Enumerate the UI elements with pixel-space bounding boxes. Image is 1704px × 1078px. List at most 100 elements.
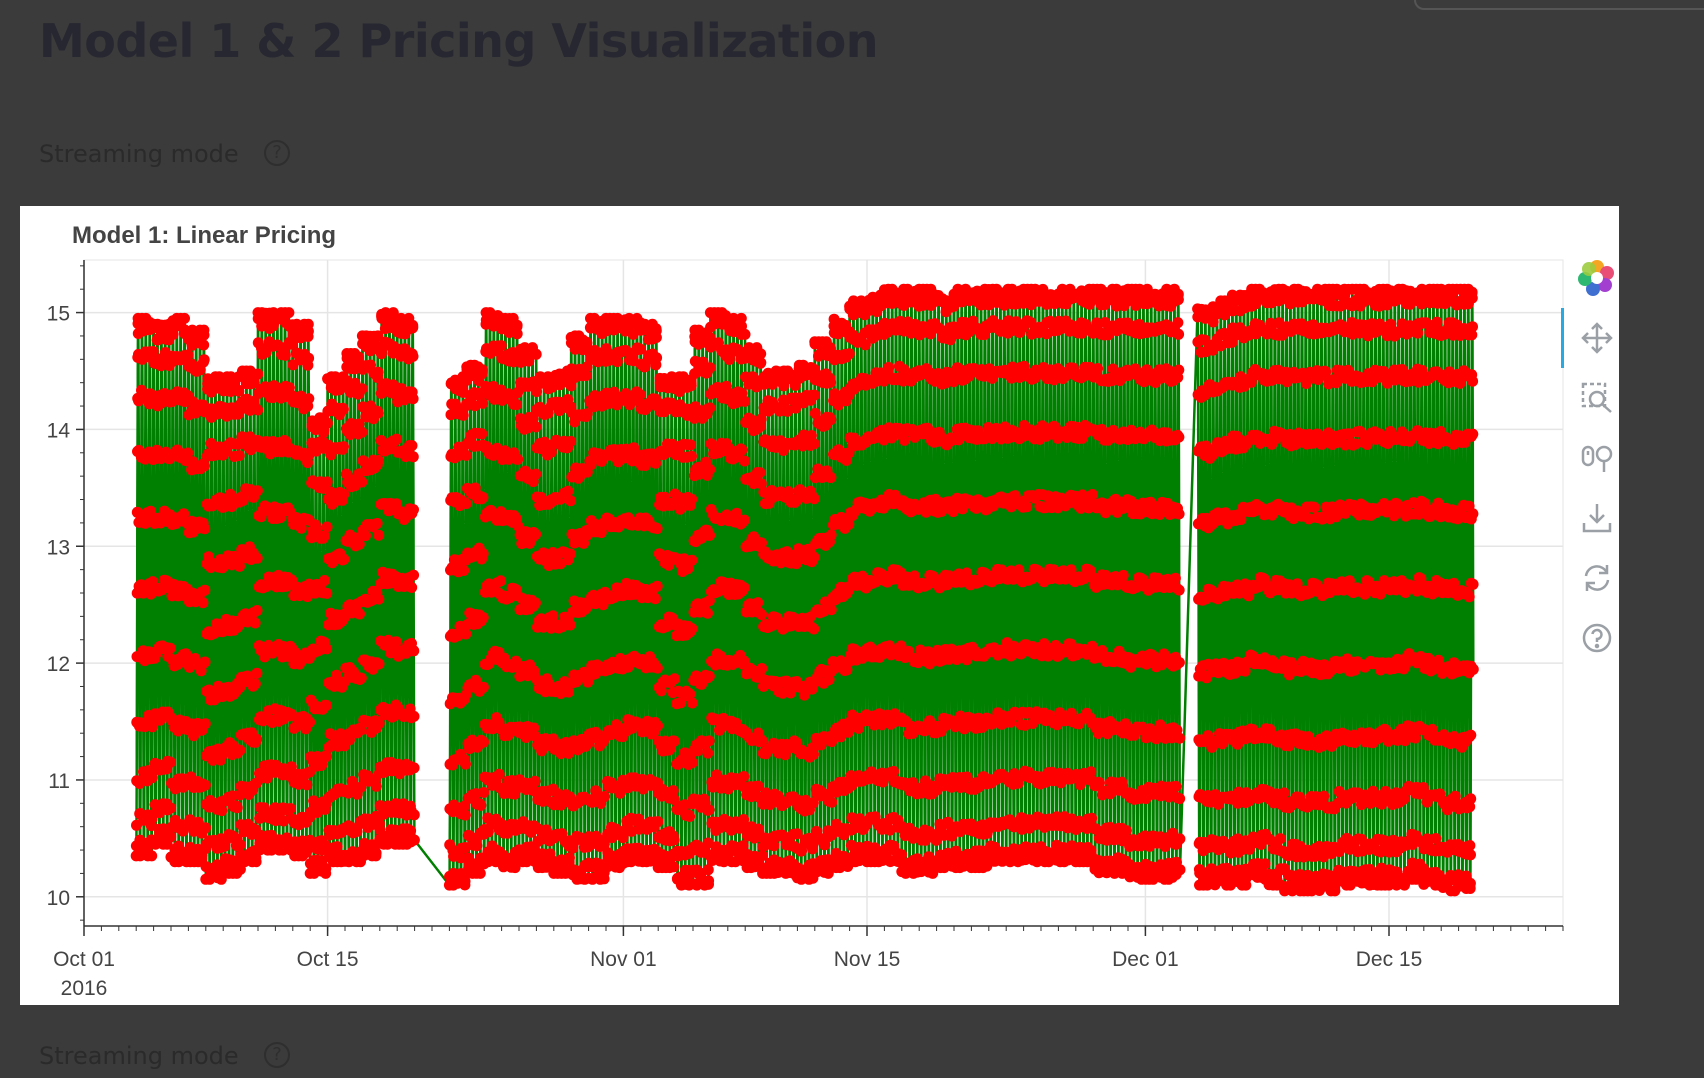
data-point (756, 609, 768, 621)
data-point (198, 329, 210, 341)
data-point (408, 710, 420, 722)
data-point (736, 444, 748, 456)
data-point (652, 816, 664, 828)
data-point (406, 440, 418, 452)
data-point (755, 357, 767, 369)
data-point (477, 548, 489, 560)
data-point (460, 449, 472, 461)
data-point (301, 779, 313, 791)
data-point (529, 597, 541, 609)
data-point (477, 397, 489, 409)
data-point (704, 402, 716, 414)
data-point (408, 569, 420, 581)
data-point (147, 346, 159, 357)
data-point (686, 450, 697, 462)
data-point (495, 575, 507, 587)
data-point (530, 528, 542, 540)
data-point (756, 663, 768, 674)
data-point (199, 460, 210, 472)
data-point (703, 670, 715, 682)
chart-panel[interactable]: 10 11 12 13 14 15 Oct 01 2016 Oct 15 Nov 01 Nov 15… (20, 206, 1619, 1005)
data-point (702, 607, 713, 619)
streaming-mode-toggle-top[interactable]: Streaming mode (39, 140, 239, 168)
data-point (564, 548, 576, 560)
data-point (145, 505, 156, 517)
data-point (295, 522, 307, 534)
data-point (372, 366, 384, 378)
data-point (233, 385, 245, 397)
data-point (279, 349, 291, 361)
data-point (476, 364, 488, 376)
data-point (649, 593, 661, 605)
page-title: Model 1 & 2 Pricing Visualization (39, 14, 879, 68)
data-point (249, 678, 261, 690)
data-point (146, 850, 158, 862)
data-point (512, 453, 524, 465)
data-point (373, 529, 385, 541)
data-point (167, 328, 179, 340)
data-point (231, 802, 243, 814)
data-point (459, 809, 471, 821)
data-point (164, 642, 176, 654)
data-point (530, 468, 542, 480)
data-point (355, 672, 367, 684)
data-point (182, 349, 194, 361)
question-icon[interactable]: ? (264, 140, 290, 166)
data-point (197, 597, 209, 609)
data-point (391, 433, 403, 445)
data-point (199, 584, 211, 596)
data-point (250, 856, 262, 868)
data-point (360, 530, 371, 542)
data-point (739, 395, 751, 407)
data-point (825, 414, 837, 426)
data-point (237, 494, 249, 506)
data-point (611, 356, 623, 368)
data-point (304, 716, 316, 728)
data-point (408, 645, 420, 657)
data-point (165, 802, 177, 814)
data-point (248, 377, 260, 389)
data-point (768, 840, 780, 852)
data-point (471, 840, 483, 852)
data-point (200, 822, 211, 834)
data-point (251, 667, 263, 679)
data-point (285, 803, 296, 814)
data-point (390, 636, 402, 648)
data-point (898, 434, 910, 446)
data-point (373, 455, 384, 466)
series-layer (130, 283, 1479, 897)
data-point (251, 605, 263, 616)
data-point (599, 791, 611, 802)
data-point (752, 597, 764, 609)
data-point (651, 352, 663, 364)
data-point (754, 467, 766, 479)
data-point (686, 757, 698, 769)
data-point (565, 495, 577, 507)
data-point (565, 435, 577, 447)
data-point (703, 875, 715, 887)
data-point (321, 521, 333, 533)
data-point (529, 775, 541, 787)
data-point (373, 593, 385, 605)
data-point (686, 697, 698, 709)
data-point (251, 733, 263, 745)
data-point (302, 325, 314, 337)
data-point (321, 643, 333, 655)
data-point (685, 380, 697, 392)
data-point (356, 426, 368, 438)
data-point (285, 761, 297, 773)
data-point (460, 498, 472, 510)
data-point (738, 582, 750, 594)
data-point (843, 348, 855, 360)
data-point (338, 553, 350, 565)
data-point (198, 354, 210, 366)
data-point (808, 493, 820, 505)
data-point (808, 748, 819, 760)
data-point (234, 560, 245, 572)
data-point (303, 393, 315, 405)
data-point (252, 368, 264, 380)
data-point (826, 796, 838, 808)
data-point (233, 450, 245, 462)
data-point (321, 417, 333, 429)
